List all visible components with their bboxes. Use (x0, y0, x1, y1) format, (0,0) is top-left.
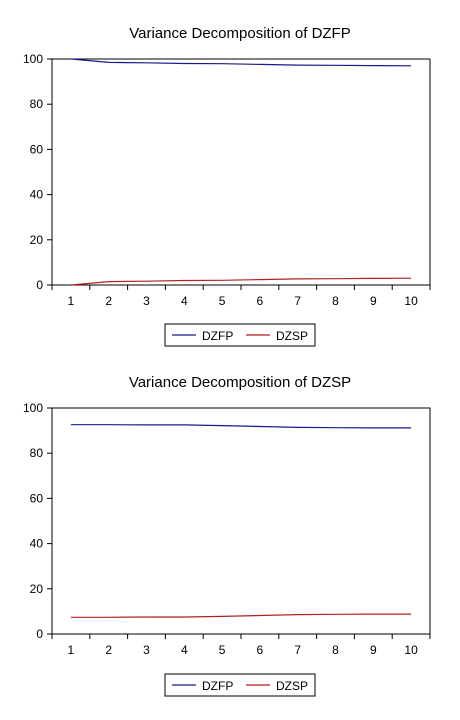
x-tick-label: 8 (332, 294, 339, 308)
x-tick-label: 2 (105, 643, 112, 657)
x-tick-label: 8 (332, 643, 339, 657)
y-axis: 0 20 40 60 80 100 (23, 52, 52, 292)
chart-2: Variance Decomposition of DZSP 020406080… (23, 374, 431, 697)
x-tick-label: 10 (404, 294, 418, 308)
y-tick-label: 100 (23, 52, 43, 66)
series-line-dzsp (70, 613, 412, 618)
series-lines (70, 424, 412, 618)
x-tick-label: 7 (294, 294, 301, 308)
x-axis: 1 2 3 4 5 6 7 8 9 10 (51, 285, 431, 308)
plot-frame (51, 407, 431, 635)
x-tick-label: 3 (143, 643, 150, 657)
legend-box (164, 323, 316, 347)
x-tick-label: 4 (181, 294, 188, 308)
y-tick-label: 0 (36, 278, 43, 292)
legend-box (164, 673, 316, 697)
y-tick-label: 40 (30, 188, 44, 202)
x-tick-label: 4 (181, 643, 188, 657)
x-tick-label: 1 (68, 294, 75, 308)
legend-label-dzfp: DZFP (202, 329, 233, 343)
series-line-dzfp (70, 424, 412, 429)
x-tick-label: 6 (257, 294, 264, 308)
x-tick-label: 9 (370, 294, 377, 308)
legend: DZFP DZSP (164, 673, 316, 697)
x-tick-label: 1 (68, 643, 75, 657)
series-lines (70, 58, 412, 286)
x-tick-label: 2 (105, 294, 112, 308)
x-tick-label: 5 (219, 294, 226, 308)
series-line-dzsp (70, 277, 412, 286)
plot-frame (51, 58, 431, 286)
y-tick-label: 40 (30, 537, 44, 551)
legend-label-dzsp: DZSP (276, 679, 308, 693)
legend: DZFP DZSP (164, 323, 316, 347)
legend-label-dzsp: DZSP (276, 329, 308, 343)
series-line-dzfp (70, 58, 412, 67)
x-tick-label: 9 (370, 643, 377, 657)
x-tick-label: 5 (219, 643, 226, 657)
x-tick-label: 6 (257, 643, 264, 657)
x-tick-label: 10 (404, 643, 418, 657)
x-tick-label: 3 (143, 294, 150, 308)
y-tick-label: 20 (30, 233, 44, 247)
y-tick-label: 60 (30, 491, 44, 505)
y-tick-label: 80 (30, 97, 44, 111)
y-axis: 0 20 40 60 80 100 (23, 401, 52, 641)
chart-title: Variance Decomposition of DZFP (129, 25, 350, 42)
x-axis: 1 2 3 4 5 6 7 8 9 10 (51, 634, 431, 657)
x-tick-label: 7 (294, 643, 301, 657)
chart-title: Variance Decomposition of DZSP (129, 374, 351, 391)
y-tick-label: 80 (30, 446, 44, 460)
y-tick-label: 20 (30, 582, 44, 596)
y-tick-label: 100 (23, 401, 43, 415)
y-tick-label: 60 (30, 142, 44, 156)
y-tick-label: 0 (36, 627, 43, 641)
legend-label-dzfp: DZFP (202, 679, 233, 693)
chart-1: Variance Decomposition of DZFP 020406080… (23, 25, 431, 347)
